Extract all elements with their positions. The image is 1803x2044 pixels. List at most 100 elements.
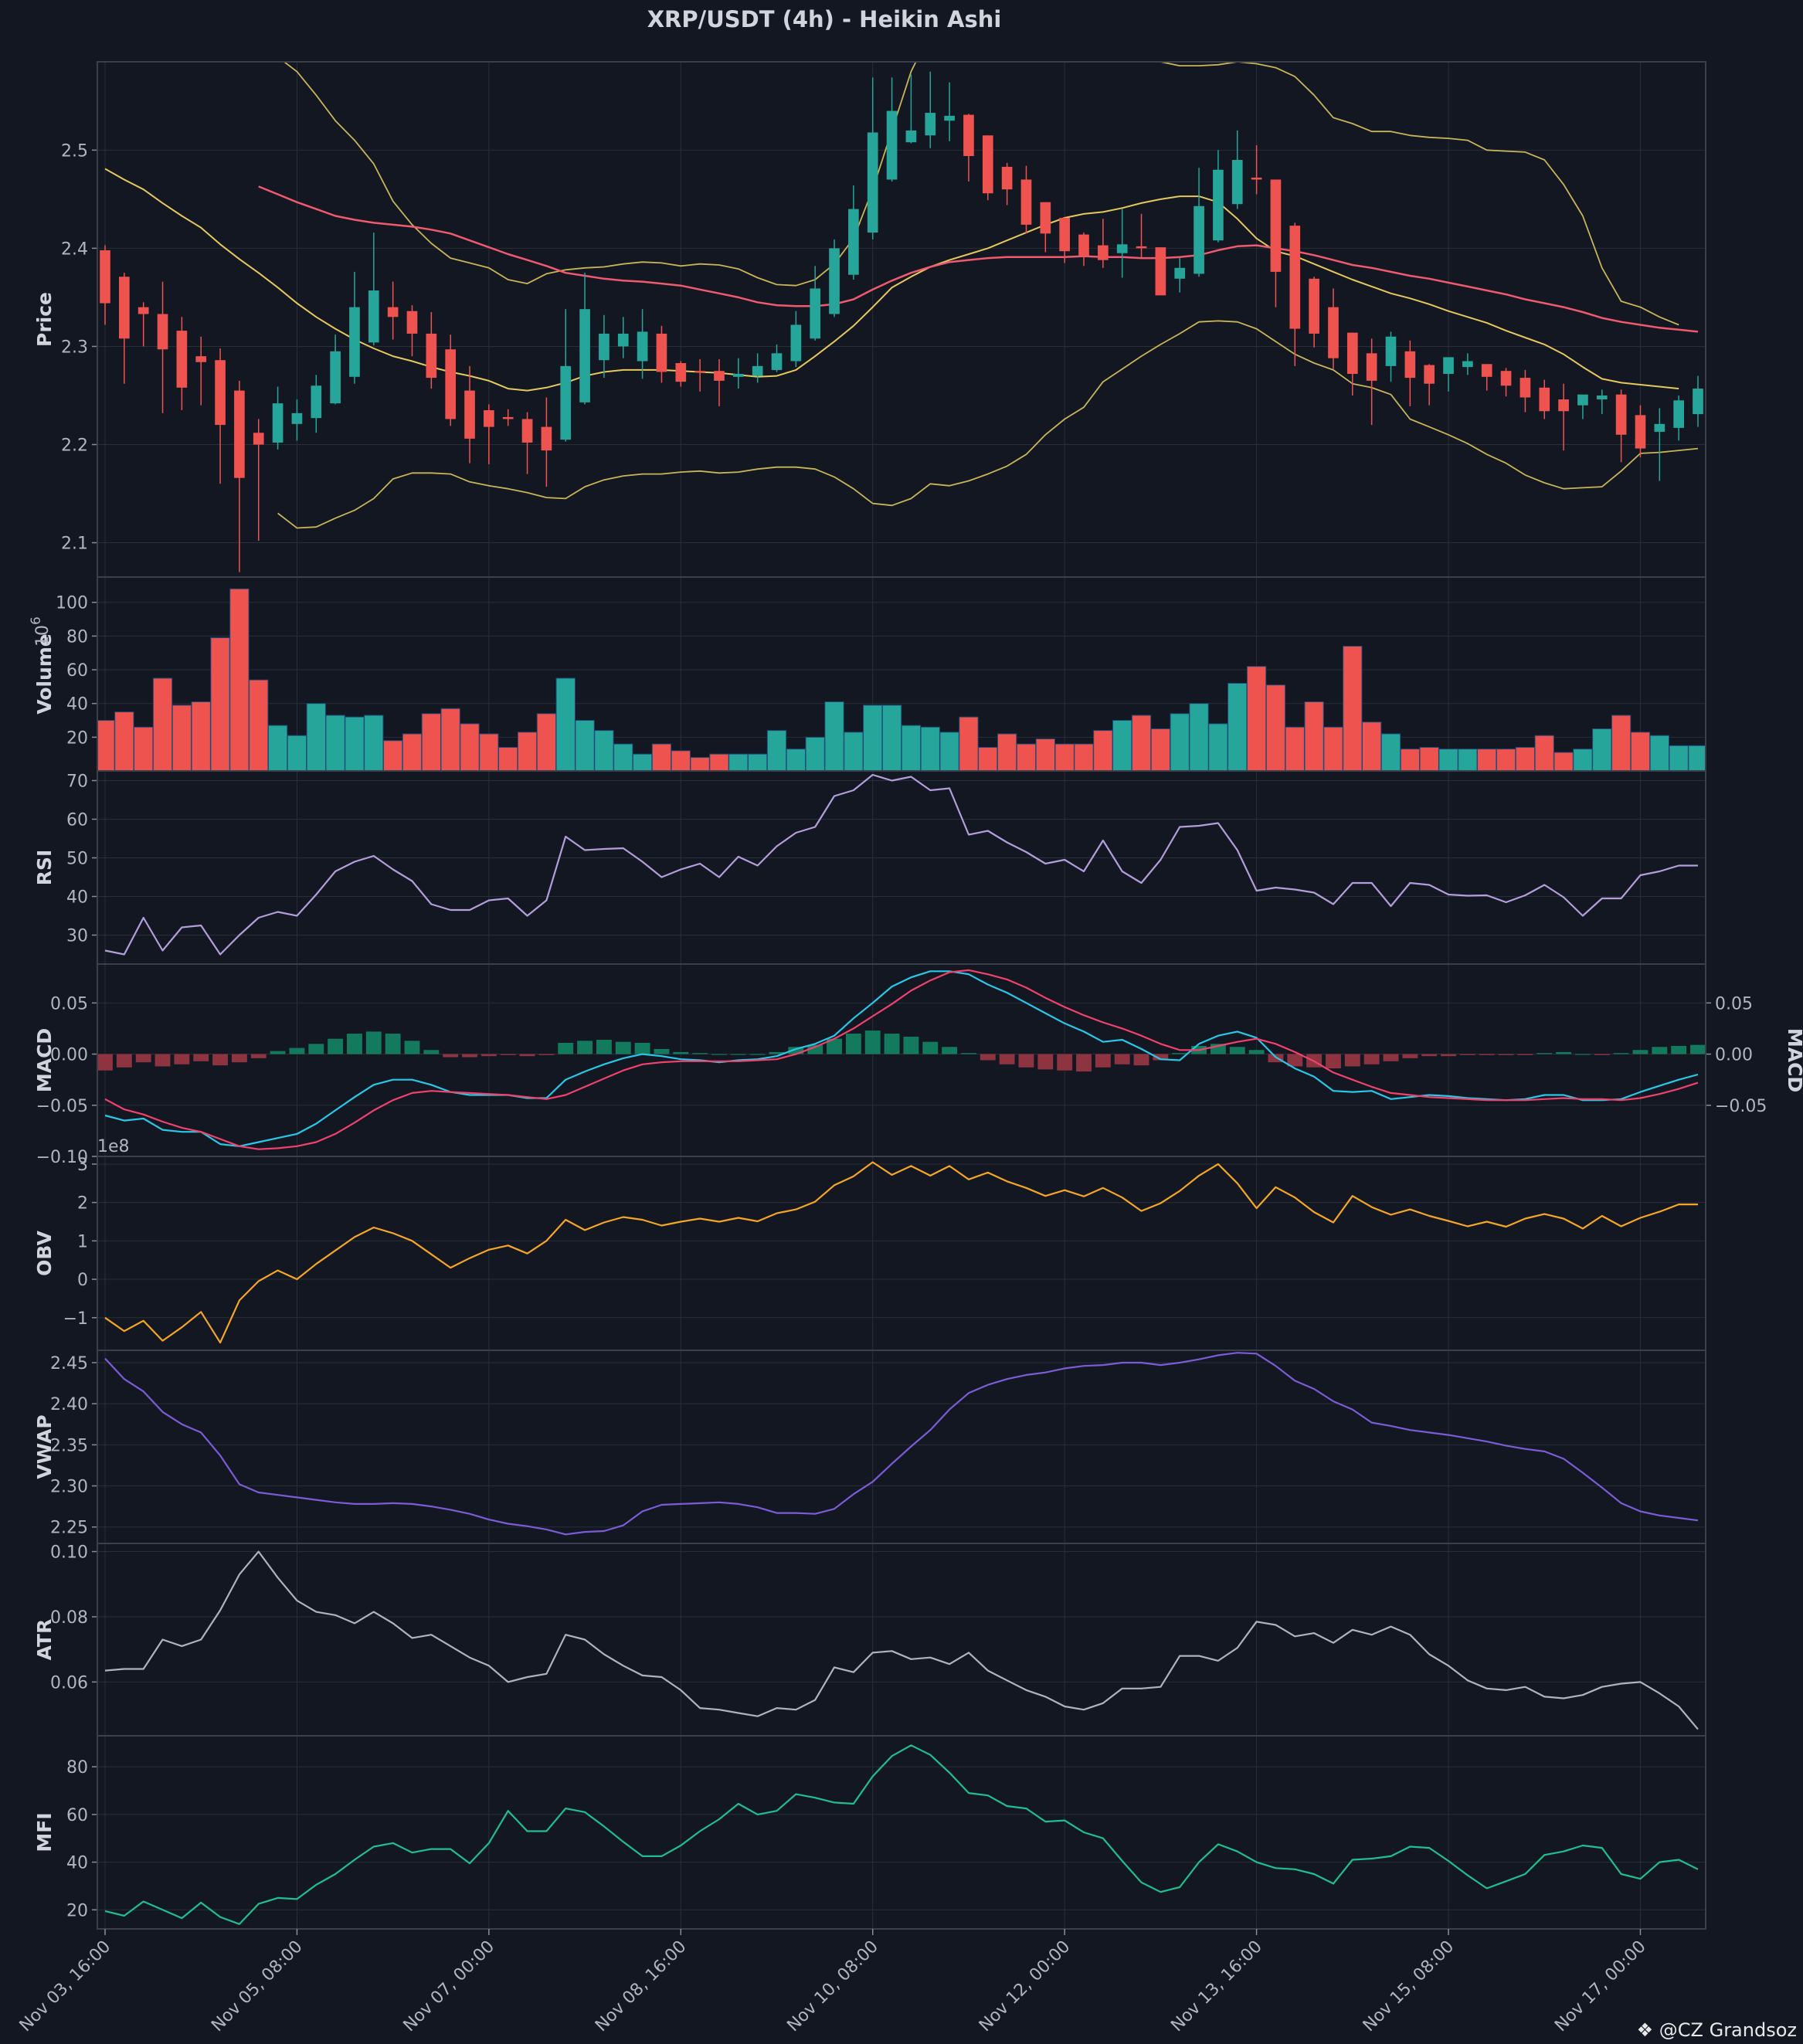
macd-histogram-bar — [1441, 1054, 1456, 1057]
candle-body — [464, 390, 475, 439]
candle-body — [1116, 244, 1128, 253]
macd-histogram-bar — [443, 1054, 459, 1058]
mfi-series — [104, 1744, 1699, 1925]
vwap-series — [104, 1352, 1699, 1536]
macd-histogram-bar — [423, 1050, 440, 1054]
candle-body — [886, 110, 898, 180]
candle-body — [1615, 394, 1627, 435]
volume-bar — [978, 746, 998, 771]
price-series — [100, 62, 1703, 572]
macd-histogram-bar — [308, 1044, 324, 1054]
candle-body — [656, 333, 667, 372]
volume-bar — [1343, 645, 1363, 771]
volume-bar — [1016, 743, 1037, 771]
macd-histogram-bar — [328, 1038, 344, 1054]
candle-body — [330, 351, 341, 404]
vwap-ytick-label: 2.45 — [50, 1354, 88, 1373]
rsi-ytick-label: 60 — [66, 811, 88, 830]
candle-body — [944, 115, 955, 121]
macd-histogram-bar — [1632, 1050, 1649, 1054]
volume-bar — [1477, 749, 1497, 771]
macd-histogram-bar — [174, 1054, 190, 1064]
candle-body — [1385, 336, 1397, 366]
atr-ylabel: ATR — [33, 1619, 56, 1661]
candle-body — [1519, 378, 1531, 398]
candle-body — [1251, 177, 1262, 180]
macd-histogram-bar — [1229, 1047, 1245, 1054]
macd-histogram-bar — [1037, 1054, 1054, 1070]
macd-histogram-bar — [1421, 1054, 1438, 1057]
volume-bar — [364, 715, 384, 771]
candle-body — [637, 331, 648, 362]
candle-body — [253, 433, 264, 445]
ma-fast-line — [104, 168, 1679, 392]
panel-vwap: 2.25 2.30 2.35 2.40 2.45 VWAP — [33, 1350, 1706, 1544]
candle-body — [541, 426, 552, 451]
volume-bar — [805, 736, 825, 771]
candle-body — [406, 311, 418, 334]
macd-histogram-bar — [827, 1038, 842, 1054]
volume-bar — [440, 708, 460, 771]
volume-bar — [134, 726, 154, 771]
candle-body — [617, 333, 629, 347]
candle-body — [349, 307, 360, 377]
macd-signal-line — [104, 969, 1699, 1150]
macd-histogram-bar — [1594, 1054, 1610, 1055]
volume-bar — [171, 705, 192, 771]
volume-bar — [959, 716, 979, 771]
macd-plot-area — [97, 964, 1706, 1156]
panel-obv: −1 0 1 2 3 OBV 1e8 — [33, 1137, 1706, 1351]
macd-histogram-bar — [1556, 1051, 1572, 1054]
candle-body — [195, 356, 207, 362]
candle-body — [714, 371, 725, 381]
volume-ytick-label: 40 — [66, 695, 88, 715]
macd-macd-line — [104, 970, 1699, 1147]
rsi-ytick-label: 50 — [66, 850, 88, 869]
panel-macd: −0.10 −0.05 0.00 0.05 −0.05 0.00 0.05 MACD MACD — [33, 963, 1803, 1167]
rsi-ylabel: RSI — [33, 850, 56, 886]
volume-bar — [1074, 743, 1094, 771]
macd-histogram-bar — [154, 1054, 171, 1067]
vwap-ylabel: VWAP — [33, 1414, 56, 1479]
volume-bar — [1438, 749, 1458, 771]
macd-histogram-bar — [788, 1047, 804, 1054]
volume-bar — [575, 720, 595, 771]
macd-histogram-bar — [116, 1054, 132, 1068]
volume-bar — [325, 715, 345, 771]
obv-line — [104, 1161, 1698, 1344]
macd-histogram-bar — [999, 1054, 1015, 1064]
macd-histogram-bar — [634, 1042, 650, 1054]
candle-body — [905, 130, 917, 143]
macd-histogram-bar — [596, 1040, 612, 1054]
macd-histogram-bar — [807, 1044, 823, 1054]
candle-body — [291, 413, 303, 424]
volume-bar — [1611, 715, 1632, 771]
volume-bar — [287, 735, 307, 771]
volume-bar — [1208, 723, 1228, 771]
volume-bar — [594, 730, 614, 771]
volume-multiplier-exponent: 6 — [29, 616, 44, 625]
atr-ytick-label: 0.10 — [50, 1543, 88, 1563]
volume-bar — [1093, 730, 1113, 771]
candle-body — [1346, 332, 1358, 375]
macd-histogram-bar — [519, 1054, 535, 1057]
mfi-ytick-label: 60 — [66, 1806, 88, 1825]
macd-histogram-bar — [1057, 1054, 1073, 1071]
candle-body — [1443, 357, 1454, 375]
macd-histogram-bar — [615, 1041, 631, 1054]
volume-bar — [1285, 726, 1305, 771]
macd-histogram-bar — [1671, 1045, 1687, 1054]
volume-bar — [651, 743, 672, 771]
macd-histogram-bar — [1613, 1053, 1629, 1054]
candle-body — [1040, 202, 1051, 234]
volume-ytick-label: 100 — [56, 594, 88, 613]
macd-histogram-bar — [1153, 1054, 1169, 1061]
macd-histogram-bar — [961, 1053, 976, 1054]
macd-histogram-bar — [1268, 1054, 1284, 1063]
candle-body — [1194, 205, 1204, 274]
candle-body — [1289, 226, 1301, 329]
candle-body — [790, 324, 802, 362]
macd-histogram-bar — [193, 1054, 209, 1061]
volume-bar — [748, 753, 768, 771]
